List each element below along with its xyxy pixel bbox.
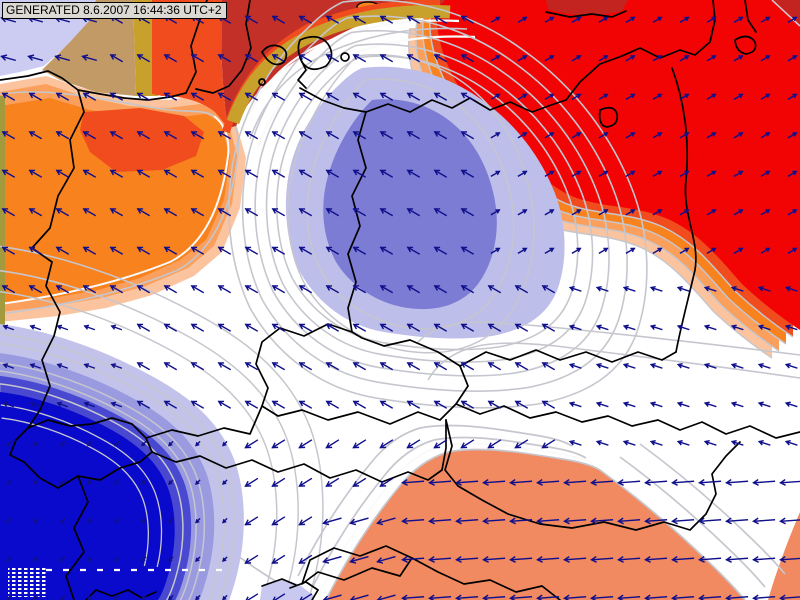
corner-contour	[771, 0, 800, 27]
adriatic-sea-fill	[260, 579, 314, 600]
wind-arrows	[0, 15, 800, 600]
left-edge-band	[0, 96, 5, 344]
north-sea-fill	[0, 0, 96, 76]
north-sea-bands	[0, 0, 158, 96]
generated-timestamp-label: GENERATED 8.6.2007 16:44:36 UTC+2	[2, 2, 227, 19]
alpine-low	[0, 245, 323, 600]
hatch-legend-block	[8, 566, 46, 597]
wind-arrows-layer	[0, 15, 800, 600]
central-low-outer-rings	[229, 0, 647, 408]
sweden-sliver	[546, 0, 628, 16]
west-warm-region	[0, 76, 246, 344]
denmark-dark-red	[221, 0, 445, 128]
alpine-low-core	[0, 392, 175, 600]
corner-salmon	[768, 512, 800, 600]
pannonian-warm-region	[197, 424, 800, 600]
red-maximum-fill	[436, 0, 800, 330]
central-low-core	[323, 99, 497, 310]
